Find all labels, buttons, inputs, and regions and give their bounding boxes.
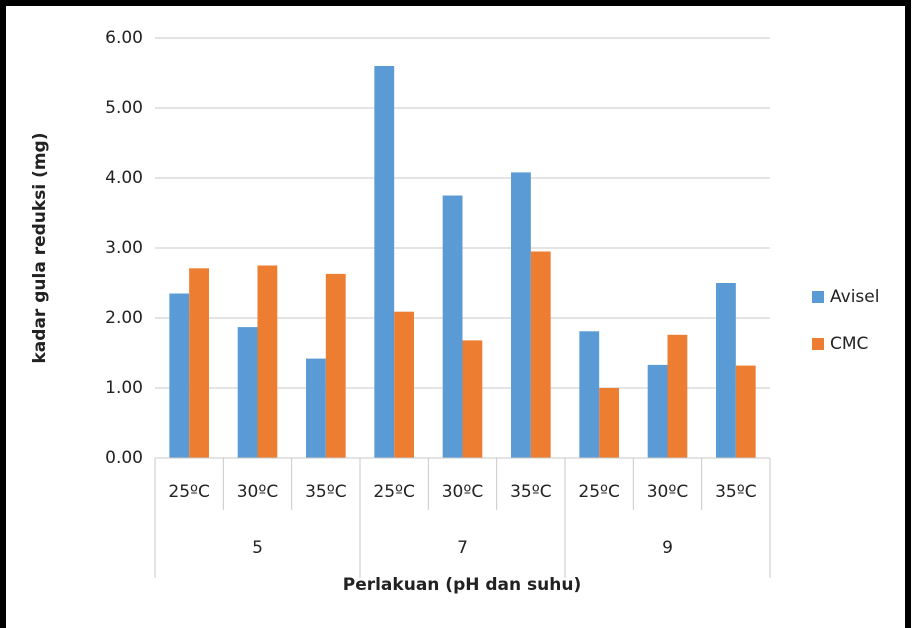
bar bbox=[237, 327, 258, 458]
x-tick-label: 35ºC bbox=[305, 482, 347, 502]
bar bbox=[530, 251, 551, 458]
bar bbox=[462, 340, 483, 458]
y-tick-label: 6.00 bbox=[105, 28, 143, 48]
group-label: 9 bbox=[662, 538, 673, 558]
bar bbox=[169, 293, 190, 458]
x-tick-label: 30ºC bbox=[237, 482, 279, 502]
bar bbox=[511, 172, 531, 458]
bar bbox=[394, 311, 414, 458]
legend-swatch bbox=[812, 291, 824, 303]
legend-label: Avisel bbox=[830, 287, 879, 307]
y-tick-label: 0.00 bbox=[105, 448, 143, 468]
x-tick-label: 30ºC bbox=[647, 482, 689, 502]
x-tick-label: 25ºC bbox=[578, 482, 620, 502]
x-tick-label: 30ºC bbox=[442, 482, 484, 502]
x-tick-label: 35ºC bbox=[510, 482, 552, 502]
bar bbox=[325, 273, 346, 458]
bar bbox=[189, 268, 209, 458]
legend-swatch bbox=[812, 338, 824, 350]
bar bbox=[735, 365, 756, 458]
bar bbox=[257, 265, 278, 458]
x-tick-label: 25ºC bbox=[168, 482, 210, 502]
y-tick-label: 4.00 bbox=[105, 168, 143, 188]
y-axis-title: kadar gula reduksi (mg) bbox=[30, 133, 50, 364]
legend-label: CMC bbox=[830, 334, 868, 354]
bar bbox=[647, 364, 668, 458]
bar bbox=[579, 331, 600, 458]
y-tick-label: 3.00 bbox=[105, 238, 143, 258]
bar bbox=[442, 195, 463, 458]
x-tick-label: 25ºC bbox=[373, 482, 415, 502]
bar bbox=[716, 283, 736, 458]
bar bbox=[374, 66, 395, 458]
group-label: 5 bbox=[252, 538, 263, 558]
bar bbox=[599, 388, 619, 458]
x-axis-title: Perlakuan (pH dan suhu) bbox=[343, 575, 582, 595]
group-label: 7 bbox=[457, 538, 468, 558]
y-tick-label: 2.00 bbox=[105, 308, 143, 328]
x-tick-label: 35ºC bbox=[715, 482, 757, 502]
bar bbox=[306, 358, 326, 458]
y-tick-label: 5.00 bbox=[105, 98, 143, 118]
y-tick-label: 1.00 bbox=[105, 378, 143, 398]
bar bbox=[667, 334, 688, 458]
